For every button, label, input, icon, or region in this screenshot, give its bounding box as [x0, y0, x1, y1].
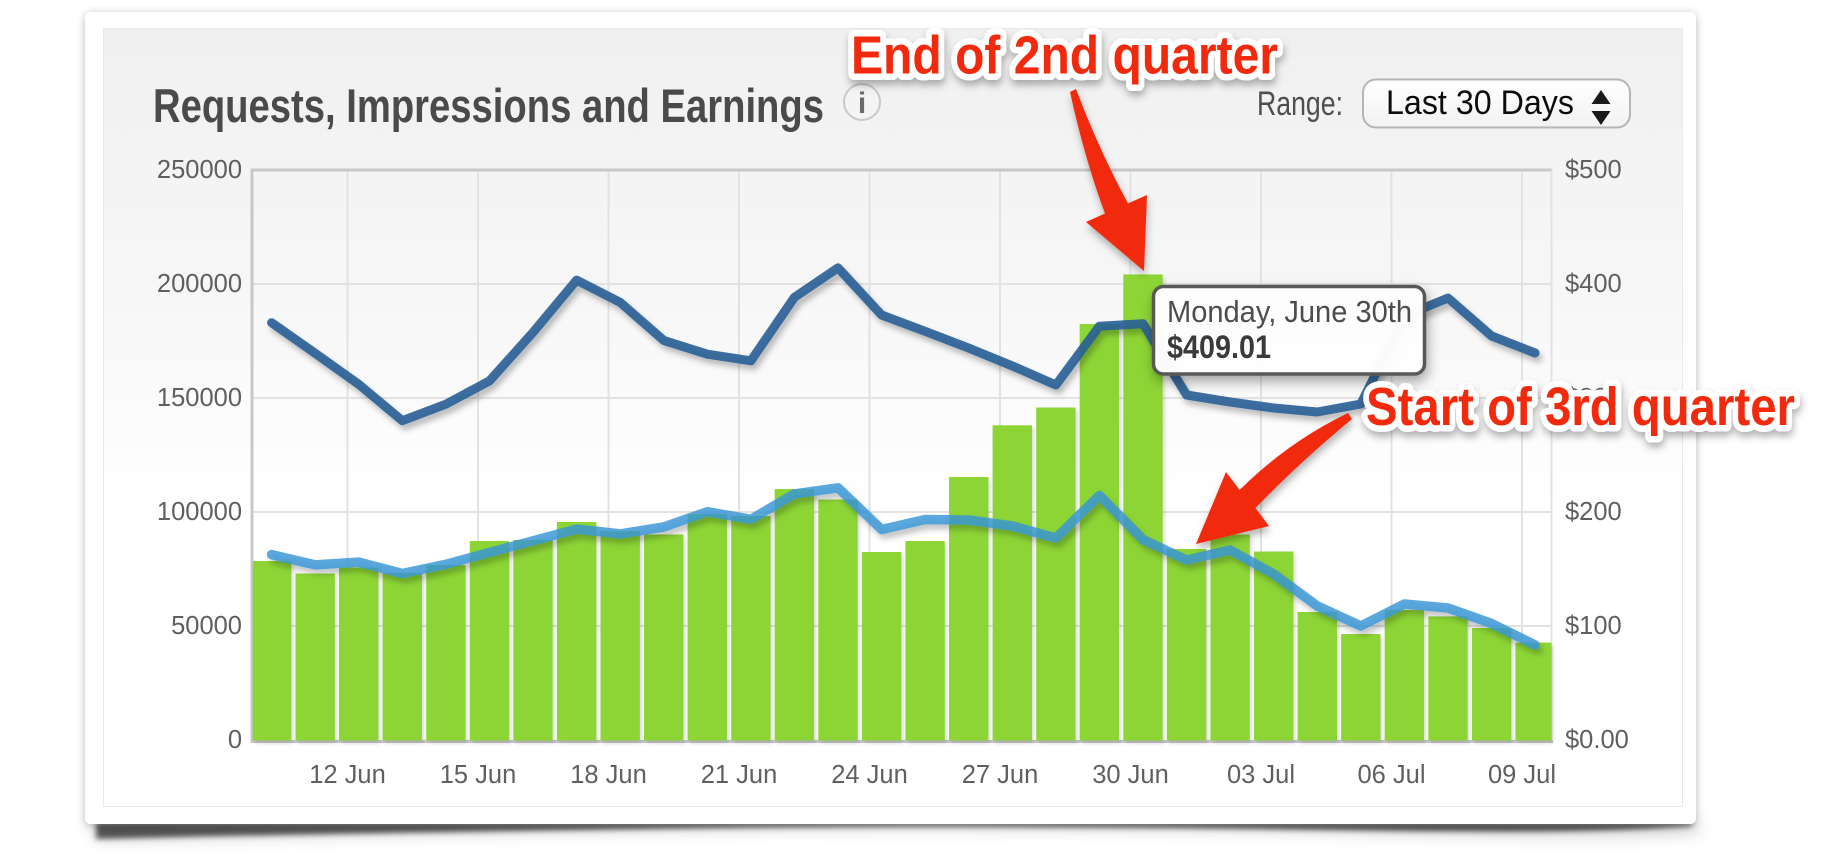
- svg-text:200000: 200000: [157, 270, 242, 298]
- svg-text:$300: $300: [1565, 384, 1622, 412]
- svg-text:$409.01: $409.01: [1167, 329, 1271, 365]
- svg-text:$400: $400: [1565, 270, 1622, 298]
- svg-text:Last 30 Days: Last 30 Days: [1386, 84, 1574, 122]
- svg-text:250000: 250000: [157, 156, 242, 184]
- svg-text:i: i: [858, 87, 866, 120]
- svg-text:$200: $200: [1565, 498, 1622, 526]
- svg-text:150000: 150000: [157, 384, 242, 412]
- svg-text:$0.00: $0.00: [1565, 726, 1629, 754]
- svg-text:100000: 100000: [157, 498, 242, 526]
- svg-text:Start of 3rd quarter: Start of 3rd quarter: [1366, 377, 1795, 437]
- svg-text:End of 2nd quarter: End of 2nd quarter: [851, 26, 1278, 86]
- svg-text:Range:: Range:: [1257, 85, 1343, 123]
- svg-text:03 Jul: 03 Jul: [1227, 761, 1295, 789]
- svg-text:15 Jun: 15 Jun: [440, 761, 517, 789]
- svg-text:$500: $500: [1565, 156, 1622, 184]
- svg-text:06 Jul: 06 Jul: [1357, 761, 1425, 789]
- svg-text:09 Jul: 09 Jul: [1488, 761, 1556, 789]
- svg-text:27 Jun: 27 Jun: [962, 761, 1039, 789]
- svg-text:12 Jun: 12 Jun: [309, 761, 386, 789]
- svg-text:Monday, June 30th: Monday, June 30th: [1167, 294, 1412, 329]
- svg-text:0: 0: [228, 726, 242, 754]
- svg-text:Requests, Impressions and Earn: Requests, Impressions and Earnings: [153, 79, 824, 132]
- svg-text:30 Jun: 30 Jun: [1092, 761, 1169, 789]
- svg-text:$100: $100: [1565, 612, 1622, 640]
- svg-text:21 Jun: 21 Jun: [701, 761, 778, 789]
- svg-text:24 Jun: 24 Jun: [831, 761, 908, 789]
- svg-text:18 Jun: 18 Jun: [570, 761, 647, 789]
- svg-text:50000: 50000: [171, 612, 242, 640]
